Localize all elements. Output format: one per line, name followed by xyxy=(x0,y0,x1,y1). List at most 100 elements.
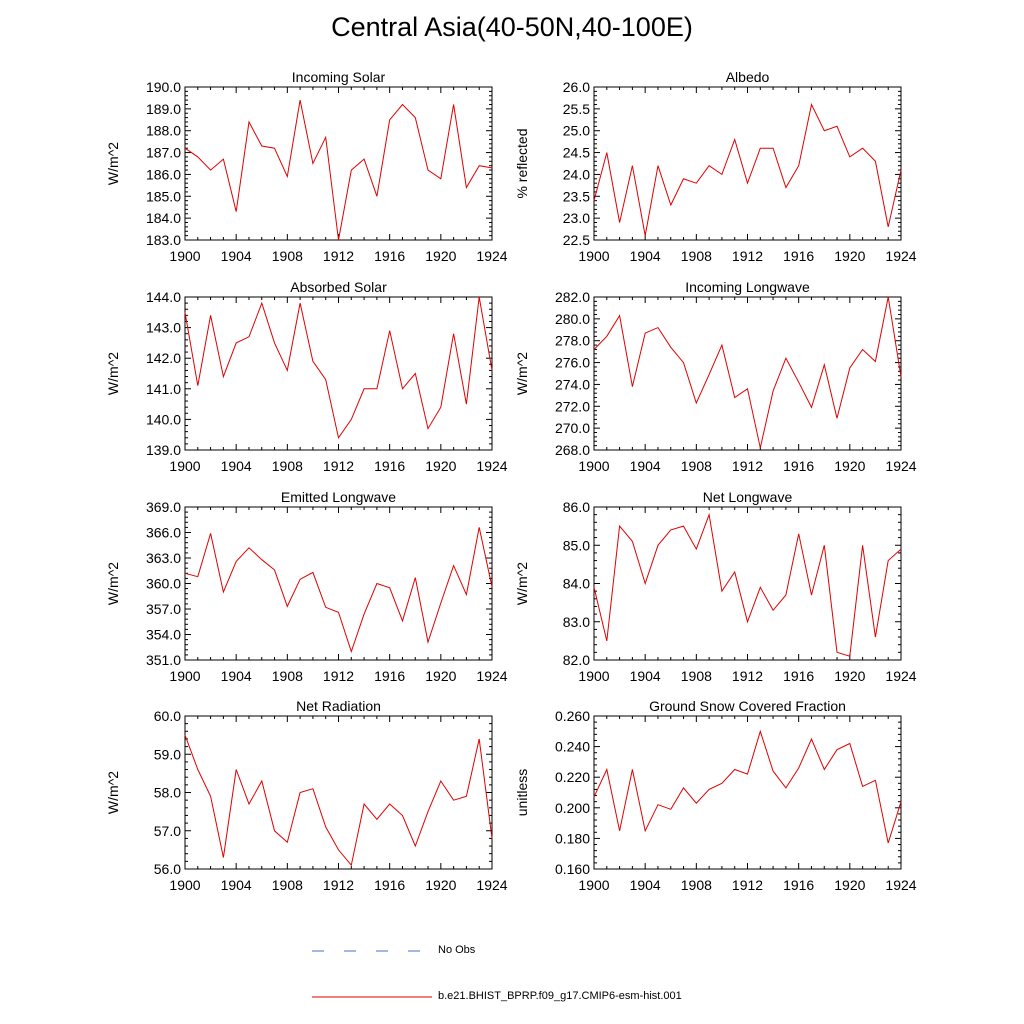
y-tick-label: 22.5 xyxy=(563,232,590,248)
panel-incoming-longwave: 268.0 270.0 272.0 274.0 276.0 278.0 280.0 282.0… xyxy=(514,279,917,474)
panel-title: Incoming Solar xyxy=(292,69,386,85)
plot-frame xyxy=(184,296,493,451)
y-tick-label: 140.0 xyxy=(146,411,181,427)
panel-title: Net Radiation xyxy=(296,698,381,714)
x-tick-label: 1908 xyxy=(272,458,303,474)
y-tick-label: 142.0 xyxy=(146,350,181,366)
x-tick-label: 1908 xyxy=(272,248,303,264)
y-tick-label: 270.0 xyxy=(555,420,590,436)
x-tick-label: 1904 xyxy=(221,877,252,893)
y-tick-label: 143.0 xyxy=(146,320,181,336)
y-tick-label: 278.0 xyxy=(555,333,590,349)
x-tick-label: 1900 xyxy=(578,458,609,474)
x-tick-label: 1920 xyxy=(834,668,865,684)
y-tick-label: 185.0 xyxy=(146,188,181,204)
series-line xyxy=(593,296,902,448)
x-tick-label: 1916 xyxy=(374,458,405,474)
y-axis-label: unitless xyxy=(514,769,530,816)
x-tick-label: 1924 xyxy=(885,458,916,474)
figure-title: Central Asia(40-50N,40-100E) xyxy=(331,12,693,42)
y-tick-label: 188.0 xyxy=(146,123,181,139)
x-tick-label: 1900 xyxy=(169,877,200,893)
x-tick-label: 1920 xyxy=(834,248,865,264)
y-tick-label: 189.0 xyxy=(146,101,181,117)
x-tick-label: 1900 xyxy=(578,668,609,684)
x-tick-label: 1904 xyxy=(630,248,661,264)
x-tick-label: 1912 xyxy=(323,458,354,474)
x-tick-label: 1912 xyxy=(732,248,763,264)
x-tick-label: 1916 xyxy=(783,458,814,474)
y-tick-label: 183.0 xyxy=(146,232,181,248)
x-tick-label: 1900 xyxy=(578,248,609,264)
y-tick-label: 0.240 xyxy=(555,739,590,755)
x-tick-label: 1908 xyxy=(272,877,303,893)
plot-frame xyxy=(593,86,902,241)
x-tick-label: 1924 xyxy=(885,248,916,264)
series-line xyxy=(184,527,493,654)
y-tick-label: 276.0 xyxy=(555,355,590,371)
y-axis-label: W/m^2 xyxy=(105,771,121,814)
x-tick-label: 1924 xyxy=(885,668,916,684)
panel-title: Ground Snow Covered Fraction xyxy=(649,698,846,714)
x-tick-label: 1900 xyxy=(169,668,200,684)
y-tick-label: 187.0 xyxy=(146,145,181,161)
x-tick-label: 1916 xyxy=(783,248,814,264)
x-tick-label: 1920 xyxy=(834,458,865,474)
x-tick-label: 1920 xyxy=(425,877,456,893)
series-line xyxy=(593,102,902,236)
x-tick-label: 1924 xyxy=(476,248,507,264)
x-tick-label: 1916 xyxy=(374,877,405,893)
y-tick-label: 57.0 xyxy=(154,823,181,839)
x-tick-label: 1924 xyxy=(476,668,507,684)
x-tick-label: 1908 xyxy=(272,668,303,684)
x-tick-label: 1916 xyxy=(783,877,814,893)
y-tick-label: 280.0 xyxy=(555,311,590,327)
x-tick-label: 1916 xyxy=(374,668,405,684)
x-tick-label: 1920 xyxy=(425,458,456,474)
x-tick-label: 1900 xyxy=(169,248,200,264)
y-tick-label: 58.0 xyxy=(154,785,181,801)
y-tick-label: 0.260 xyxy=(555,708,590,724)
x-tick-label: 1912 xyxy=(732,877,763,893)
series-line xyxy=(184,734,493,867)
y-tick-label: 184.0 xyxy=(146,210,181,226)
panel-title: Net Longwave xyxy=(703,489,793,505)
x-tick-label: 1924 xyxy=(476,877,507,893)
x-tick-label: 1920 xyxy=(425,248,456,264)
x-tick-label: 1908 xyxy=(681,668,712,684)
x-tick-label: 1924 xyxy=(476,458,507,474)
legend-label-obs: No Obs xyxy=(438,944,476,956)
series-line xyxy=(184,100,493,241)
series-line xyxy=(593,729,902,844)
y-axis-label: W/m^2 xyxy=(105,352,121,395)
y-tick-label: 144.0 xyxy=(146,289,181,305)
y-tick-label: 360.0 xyxy=(146,576,181,592)
y-tick-label: 85.0 xyxy=(563,537,590,553)
panel-net-longwave: 82.0 83.0 84.0 85.0 86.0 1900 1904 1908 1912 1916… xyxy=(514,489,917,684)
plot-frame xyxy=(184,86,493,241)
x-tick-label: 1908 xyxy=(681,458,712,474)
y-axis-label: W/m^2 xyxy=(105,562,121,605)
y-tick-label: 23.0 xyxy=(563,210,590,226)
y-tick-label: 282.0 xyxy=(555,289,590,305)
x-tick-label: 1904 xyxy=(630,458,661,474)
x-tick-label: 1920 xyxy=(425,668,456,684)
y-tick-label: 23.5 xyxy=(563,188,590,204)
y-tick-label: 268.0 xyxy=(555,442,590,458)
y-tick-label: 0.160 xyxy=(555,861,590,877)
x-tick-label: 1912 xyxy=(732,668,763,684)
panel-absorbed-solar: 139.0 140.0 141.0 142.0 143.0 144.0 1900 1904 19… xyxy=(105,279,508,474)
series-line xyxy=(184,296,493,440)
y-tick-label: 84.0 xyxy=(563,576,590,592)
y-tick-label: 25.0 xyxy=(563,123,590,139)
y-tick-label: 26.0 xyxy=(563,79,590,95)
y-tick-label: 366.0 xyxy=(146,525,181,541)
panel-title: Albedo xyxy=(726,69,770,85)
x-tick-label: 1916 xyxy=(783,668,814,684)
plot-frame xyxy=(184,506,493,661)
series-line xyxy=(593,512,902,657)
x-tick-label: 1904 xyxy=(221,458,252,474)
x-tick-label: 1908 xyxy=(681,248,712,264)
legend-label-model: b.e21.BHIST_BPRP.f09_g17.CMIP6-esm-hist.… xyxy=(438,990,682,1002)
